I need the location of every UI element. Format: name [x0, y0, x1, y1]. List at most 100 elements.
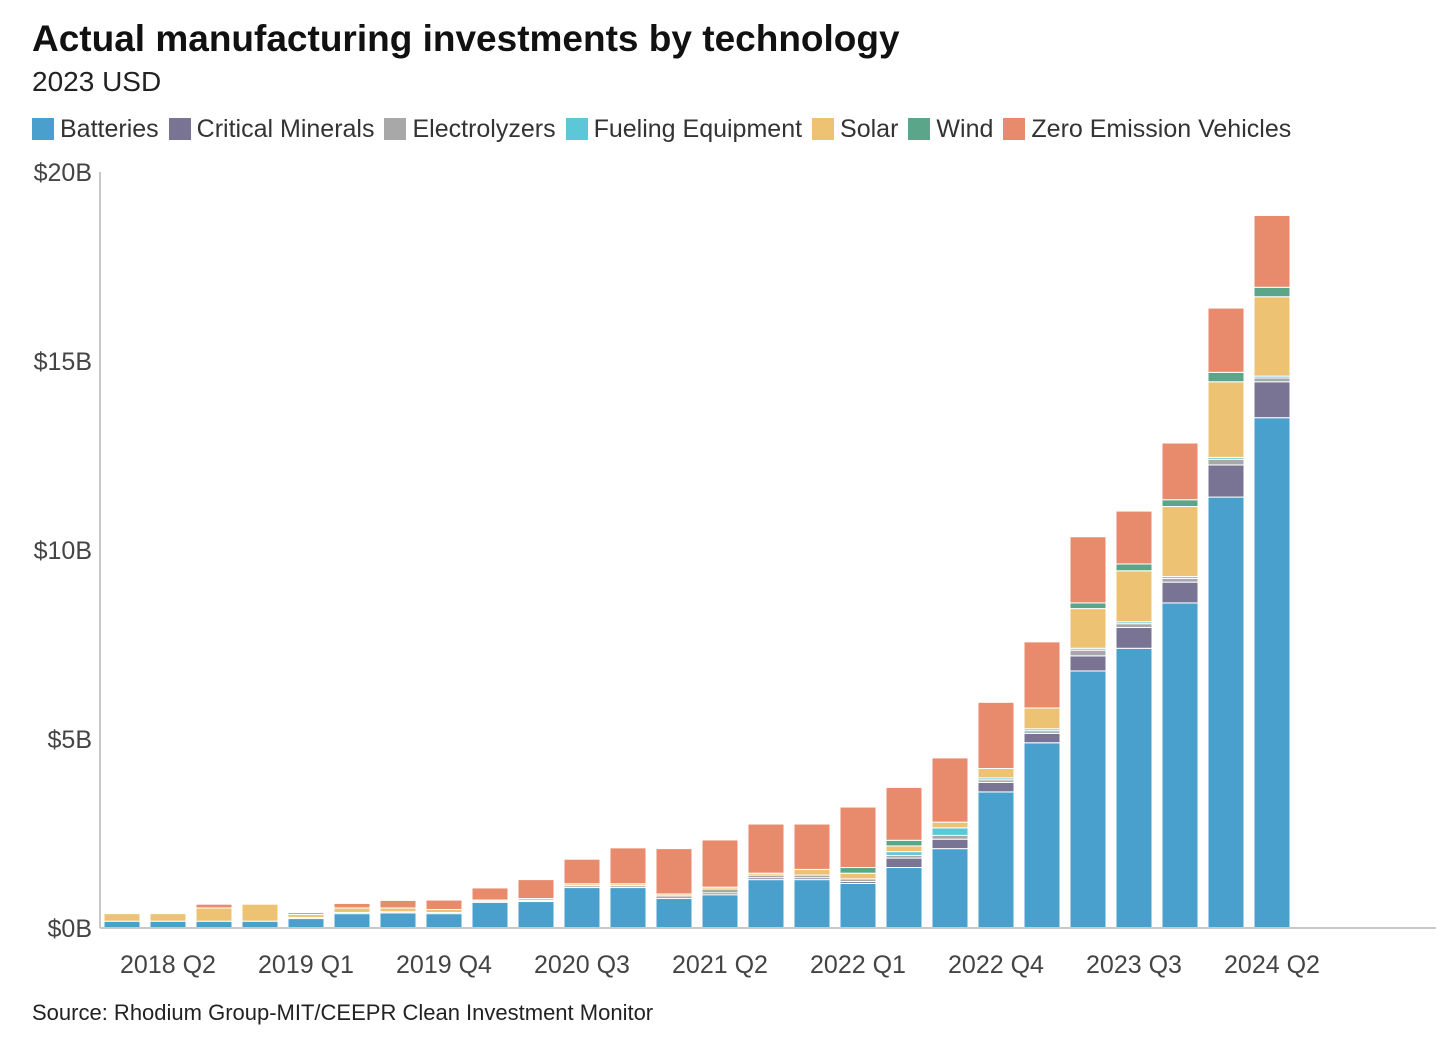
- bar-segment: [1115, 623, 1153, 628]
- bar-segment: [563, 887, 601, 929]
- legend-label: Solar: [840, 114, 899, 143]
- bar-segment: [1253, 417, 1291, 929]
- bar-segment: [839, 882, 877, 929]
- x-tick-label: 2024 Q2: [1224, 951, 1320, 979]
- x-tick-label: 2022 Q4: [948, 951, 1044, 979]
- bar-segment: [885, 867, 923, 929]
- bar-segment: [1161, 442, 1199, 501]
- bar-segment: [287, 918, 325, 929]
- bar-segment: [609, 847, 647, 885]
- bar-segment: [1207, 458, 1245, 466]
- legend-label: Wind: [936, 114, 994, 143]
- bar-segment: [793, 868, 831, 876]
- bar-segment: [793, 823, 831, 870]
- legend-item: Batteries: [32, 115, 159, 144]
- bar-segment: [287, 912, 325, 915]
- bar-segment: [977, 701, 1015, 769]
- x-axis: 2018 Q2 2019 Q1 2019 Q4 2020 Q3 2021 Q2 2022 …: [100, 927, 1436, 979]
- bar-segment: [1023, 641, 1061, 709]
- legend-item: Solar: [812, 115, 898, 144]
- stacked-bar-chart: $0B $5B $10B $15B $20B 2018 Q2 2019 Q1 2019 Q4…: [34, 159, 1436, 979]
- bar-segment: [839, 867, 877, 874]
- x-tick-label: 2022 Q1: [810, 951, 906, 979]
- x-tick-label: 2021 Q2: [672, 951, 768, 979]
- legend-item: Fueling Equipment: [565, 114, 803, 144]
- bar-segment: [333, 902, 371, 909]
- legend-swatch: [1003, 118, 1026, 140]
- x-tick-label: 2019 Q4: [396, 951, 492, 979]
- bar-segment: [1115, 647, 1153, 929]
- bar-segment: [425, 899, 463, 910]
- bar-segment: [1069, 602, 1107, 610]
- bar-segment: [977, 781, 1015, 793]
- bar-segment: [1253, 381, 1291, 419]
- bar-segment: [655, 898, 693, 929]
- bar-segment: [1161, 581, 1199, 604]
- bar-segment: [1161, 577, 1199, 583]
- bar-segment: [931, 827, 969, 836]
- bar-segment: [1161, 602, 1199, 929]
- legend-label: Fueling Equipment: [593, 114, 803, 143]
- legend-item: Electrolyzers: [384, 115, 556, 144]
- bar-segment: [1115, 570, 1153, 623]
- bar-segment: [1023, 742, 1061, 929]
- bar-segment: [1253, 296, 1291, 377]
- bar-segment: [1069, 536, 1107, 604]
- bar-segment: [195, 920, 233, 929]
- bar-segment: [931, 838, 969, 850]
- bar-segment: [701, 888, 739, 894]
- bar-segment: [1069, 649, 1107, 657]
- legend-item: Wind: [908, 115, 993, 144]
- y-tick-label: $10B: [34, 537, 92, 565]
- bar-segment: [977, 767, 1015, 779]
- legend-label: Batteries: [60, 114, 159, 143]
- legend-item: Critical Minerals: [168, 114, 375, 144]
- legend-swatch: [812, 118, 835, 140]
- legend-swatch: [32, 118, 54, 140]
- bar-segment: [931, 834, 969, 840]
- legend-swatch: [168, 118, 191, 140]
- bar-segment: [1207, 307, 1245, 373]
- legend-swatch: [384, 118, 407, 140]
- bar-segment: [885, 845, 923, 853]
- bar-segment: [195, 907, 233, 922]
- x-tick-label: 2018 Q2: [120, 951, 216, 979]
- bar-segment: [471, 901, 509, 929]
- bar-segment: [1207, 464, 1245, 498]
- bar-segment: [517, 879, 555, 900]
- bar-segment: [885, 839, 923, 847]
- legend-item: Zero Emission Vehicles: [1003, 115, 1291, 144]
- bar-segment: [655, 848, 693, 895]
- bar-segment: [379, 907, 417, 913]
- bar-segment: [977, 791, 1015, 929]
- bar-segment: [1115, 563, 1153, 572]
- bar-segment: [379, 899, 417, 909]
- bar-segment: [793, 879, 831, 929]
- bar-segment: [333, 907, 371, 914]
- bar-segment: [149, 920, 187, 929]
- bar-segment: [931, 848, 969, 929]
- legend-swatch: [908, 118, 931, 140]
- y-tick-label: $5B: [48, 726, 92, 754]
- legend-swatch: [565, 118, 588, 140]
- bar-segment: [563, 858, 601, 885]
- bar-segment: [103, 920, 141, 929]
- bar-segment: [517, 901, 555, 929]
- bar-segment: [471, 887, 509, 901]
- bar-segment: [885, 851, 923, 856]
- bar-segment: [1253, 214, 1291, 288]
- chart-title: Actual manufacturing investments by tech…: [32, 18, 900, 59]
- y-tick-label: $0B: [48, 915, 92, 943]
- bar-segment: [149, 913, 187, 922]
- bar-segment: [333, 913, 371, 929]
- bar-segment: [885, 786, 923, 841]
- bar-segment: [609, 887, 647, 929]
- legend-label: Critical Minerals: [196, 114, 375, 143]
- bar-segment: [1207, 381, 1245, 458]
- y-axis: $0B $5B $10B $15B $20B: [34, 159, 101, 943]
- x-tick-label: 2023 Q3: [1086, 951, 1182, 979]
- chart-legend: Batteries Critical Minerals Electrolyzers F…: [32, 113, 1301, 145]
- bar-segment: [1023, 732, 1061, 744]
- bar-segment: [1069, 655, 1107, 672]
- bar-segment: [747, 879, 785, 929]
